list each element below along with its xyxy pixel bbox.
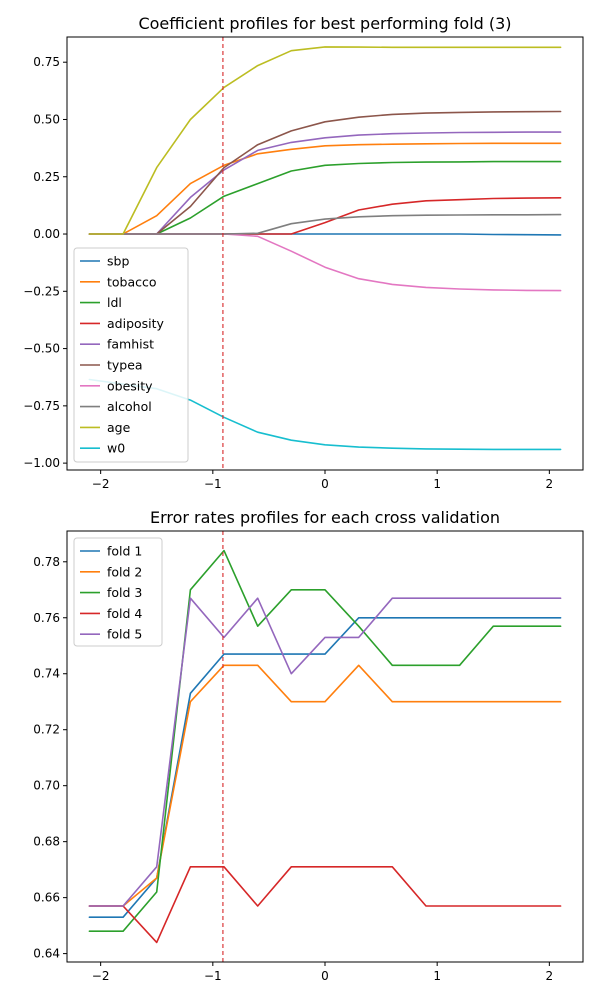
chart0-legend-label: tobacco [107, 274, 157, 289]
chart1-legend-label: fold 4 [107, 606, 142, 621]
chart1-legend: fold 1 fold 2 fold 3 fold 4 fold 5 [73, 537, 163, 647]
chart0-y-tick-label: −0.25 [23, 284, 60, 298]
chart0-y-tick-label: 0.25 [33, 170, 60, 184]
chart1-series-line-fold-2 [88, 664, 562, 907]
chart1-plot: Error rates profiles for each cross vali… [33, 508, 584, 983]
chart0-y-tick-label: 0.75 [33, 55, 60, 69]
chart1-legend-label: fold 2 [107, 564, 142, 579]
chart1-x-tick-label: 1 [433, 969, 441, 983]
chart1-y-tick-label: 0.74 [33, 667, 60, 681]
chart1-x-tick-label: −1 [204, 969, 222, 983]
chart1-series-line-fold-5 [88, 597, 562, 907]
chart0-y-tick-label: −0.50 [23, 342, 60, 356]
chart0-title: Coefficient profiles for best performing… [138, 14, 511, 33]
chart1-y-tick-label: 0.76 [33, 611, 60, 625]
chart0-legend-label: ldl [107, 295, 122, 310]
chart1-y-tick-label: 0.64 [33, 947, 60, 961]
chart1-title: Error rates profiles for each cross vali… [150, 508, 500, 527]
chart1-y-tick-label: 0.72 [33, 723, 60, 737]
chart0-y-tick-label: −1.00 [23, 456, 60, 470]
chart1-y-tick-label: 0.68 [33, 835, 60, 849]
chart0-series-line-tobacco [88, 142, 562, 235]
chart0-y-tick-label: −0.75 [23, 399, 60, 413]
chart0-x-tick-label: 1 [433, 477, 441, 491]
chart1-y-tick-label: 0.78 [33, 555, 60, 569]
chart1-legend-label: fold 1 [107, 544, 142, 559]
chart0-y-tick-label: 0.50 [33, 112, 60, 126]
chart1-legend-label: fold 3 [107, 585, 142, 600]
chart1-y-tick-label: 0.70 [33, 779, 60, 793]
chart1-y-tick-label: 0.66 [33, 891, 60, 905]
chart0-series-line-ldl [88, 160, 562, 235]
chart0-plot: Coefficient profiles for best performing… [23, 14, 584, 491]
chart0-legend-label: w0 [107, 441, 125, 456]
chart1-x-tick-label: 0 [321, 969, 329, 983]
chart1-series-line-fold-4 [88, 865, 562, 944]
chart0-legend-label: famhist [107, 337, 154, 352]
chart0-x-tick-label: −1 [204, 477, 222, 491]
chart0-x-tick-label: −2 [92, 477, 110, 491]
chart0-series-line-alcohol [88, 213, 562, 235]
chart0-series-line-adiposity [88, 197, 562, 235]
chart0-legend-box [73, 247, 189, 463]
chart0-y-tick-label: 0.00 [33, 227, 60, 241]
chart0-legend-label: sbp [107, 254, 129, 269]
chart0-legend-label: adiposity [107, 316, 165, 331]
chart1-series-line-fold-1 [88, 616, 562, 919]
chart1-series-group [88, 549, 562, 944]
chart1-series-line-fold-3 [88, 549, 562, 933]
chart0-legend-label: alcohol [107, 399, 152, 414]
chart0-series-group [88, 46, 562, 451]
chart1-x-tick-label: 2 [546, 969, 554, 983]
chart1-legend-label: fold 5 [107, 627, 142, 642]
chart0-series-line-age [88, 46, 562, 235]
chart0-x-tick-label: 2 [546, 477, 554, 491]
chart0-legend-label: typea [107, 358, 143, 373]
chart0-legend-label: obesity [107, 378, 153, 393]
chart0-series-line-famhist [88, 131, 562, 235]
chart0-legend-label: age [107, 420, 131, 435]
chart1-legend-box [73, 537, 163, 647]
chart1-x-tick-label: −2 [92, 969, 110, 983]
chart0-legend: sbp tobacco ldl adiposity famhist typea obesit… [73, 247, 189, 463]
chart0-series-line-typea [88, 110, 562, 235]
chart0-x-tick-label: 0 [321, 477, 329, 491]
